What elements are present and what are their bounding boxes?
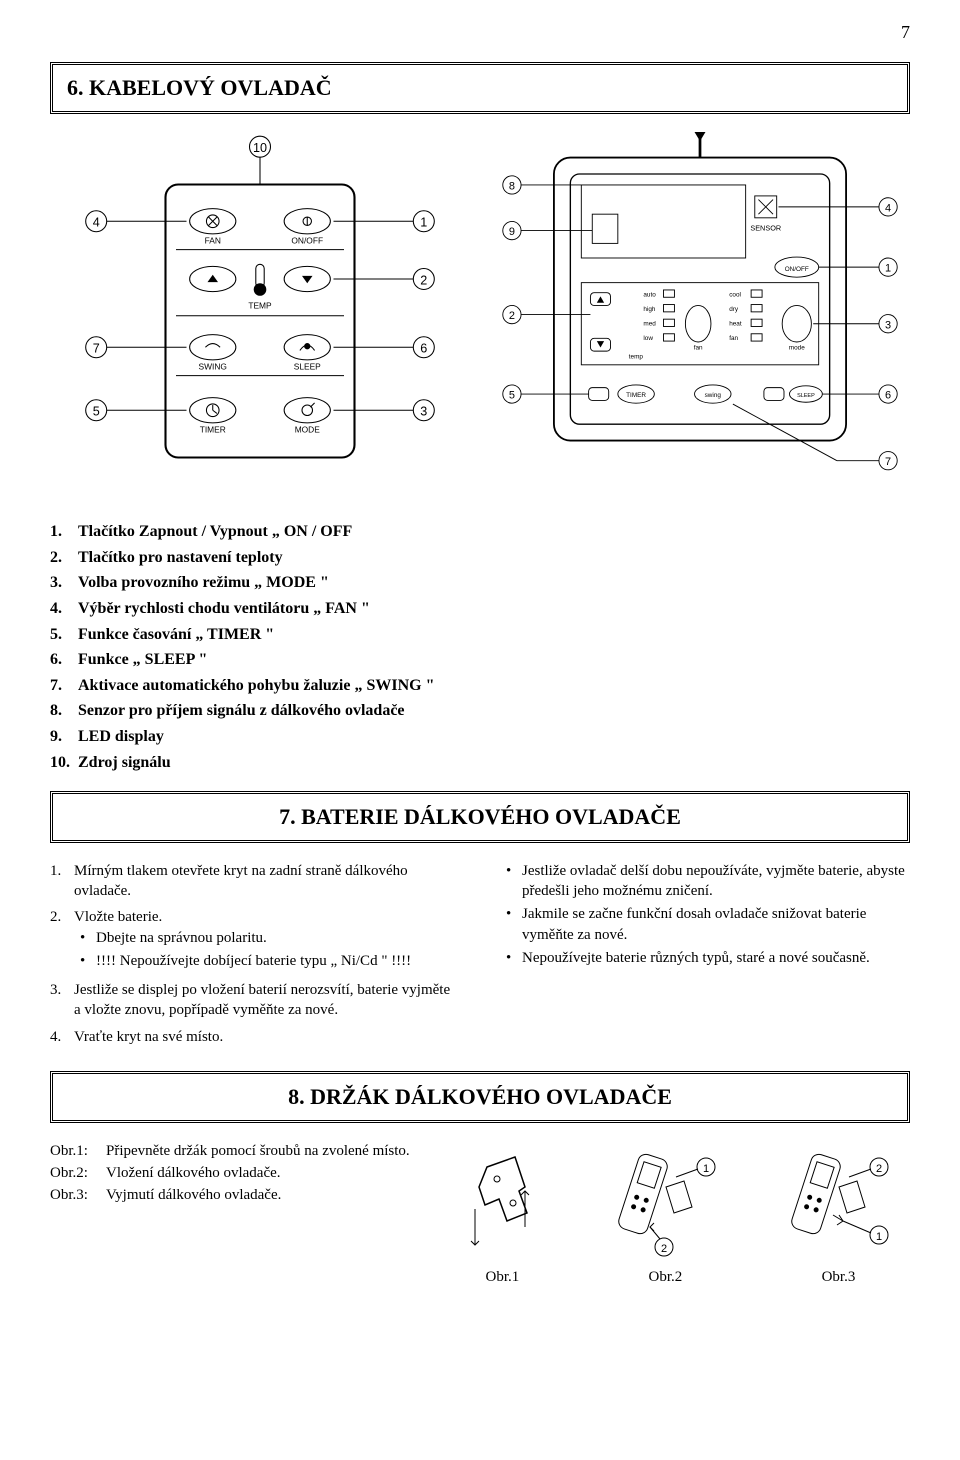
svg-text:TEMP: TEMP <box>248 300 272 310</box>
obr-item: Obr.1:Připevněte držák pomocí šroubů na … <box>50 1141 411 1161</box>
svg-text:5: 5 <box>93 404 100 418</box>
section-7-header: 7. BATERIE DÁLKOVÉHO OVLADAČE <box>50 791 910 843</box>
svg-text:TIMER: TIMER <box>626 392 646 399</box>
callout-10: 10 <box>253 141 267 155</box>
svg-text:ON/OFF: ON/OFF <box>785 266 809 273</box>
svg-text:MODE: MODE <box>295 424 321 434</box>
svg-text:med: med <box>643 321 656 328</box>
svg-text:FAN: FAN <box>205 235 221 245</box>
svg-text:8: 8 <box>509 181 515 193</box>
list-item: 1.Mírným tlakem otevřete kryt na zadní s… <box>50 861 460 902</box>
section7-right: Jestliže ovladač delší dobu nepoužíváte,… <box>500 861 910 1053</box>
list-item: 6.Funkce „ SLEEP " <box>50 649 910 671</box>
section7-columns: 1.Mírným tlakem otevřete kryt na zadní s… <box>50 861 910 1053</box>
section8-text: Obr.1:Připevněte držák pomocí šroubů na … <box>50 1141 411 1208</box>
list-item: 2.Tlačítko pro nastavení teploty <box>50 547 910 569</box>
obr1-caption: Obr.1 <box>457 1267 547 1287</box>
svg-text:heat: heat <box>729 321 742 328</box>
svg-text:auto: auto <box>643 291 656 298</box>
svg-text:2: 2 <box>420 273 427 287</box>
bullet-item: Dbejte na správnou polaritu. <box>96 928 411 948</box>
section-6-header: 6. KABELOVÝ OVLADAČ <box>50 62 910 114</box>
list-item: 8.Senzor pro příjem signálu z dálkového … <box>50 700 910 722</box>
obr2-caption: Obr.2 <box>610 1267 720 1287</box>
remote-diagram-svg: 10 FAN ON/OFF TEMP <box>50 132 470 489</box>
bullet-item: Jakmile se začne funkční dosah ovladače … <box>522 904 910 945</box>
svg-text:2: 2 <box>509 310 515 322</box>
svg-text:SLEEP: SLEEP <box>294 361 321 371</box>
diagram-right: SENSOR ON/OFF auto high med low temp fan… <box>490 132 910 497</box>
svg-text:2: 2 <box>661 1243 667 1255</box>
obr1: Obr.1 <box>457 1147 547 1288</box>
obr3-caption: Obr.3 <box>783 1267 893 1287</box>
list-item: 2.Vložte baterie.Dbejte na správnou pola… <box>50 907 460 974</box>
svg-text:9: 9 <box>509 226 515 238</box>
svg-text:1: 1 <box>885 263 891 275</box>
svg-text:1: 1 <box>420 215 427 229</box>
list-item: 10.Zdroj signálu <box>50 752 910 774</box>
diagram-left: 10 FAN ON/OFF TEMP <box>50 132 470 489</box>
svg-text:7: 7 <box>93 341 100 355</box>
svg-text:SWING: SWING <box>199 361 227 371</box>
page-number: 7 <box>50 20 910 44</box>
svg-text:SENSOR: SENSOR <box>750 224 781 233</box>
svg-text:1: 1 <box>703 1163 709 1175</box>
section-8-header: 8. DRŽÁK DÁLKOVÉHO OVLADAČE <box>50 1071 910 1123</box>
svg-text:temp: temp <box>629 353 644 360</box>
svg-text:cool: cool <box>729 291 741 298</box>
svg-text:TIMER: TIMER <box>200 424 226 434</box>
bullet-item: Jestliže ovladač delší dobu nepoužíváte,… <box>522 861 910 902</box>
obr2: 1 2 Obr.2 <box>610 1147 720 1288</box>
list-item: 4.Výběr rychlosti chodu ventilátoru „ FA… <box>50 598 910 620</box>
diagrams-row: 10 FAN ON/OFF TEMP <box>50 132 910 497</box>
svg-text:fan: fan <box>694 344 703 351</box>
svg-text:2: 2 <box>876 1163 882 1175</box>
svg-text:mode: mode <box>789 344 805 351</box>
svg-text:high: high <box>643 306 656 313</box>
obr3: 2 1 Obr.3 <box>783 1147 893 1288</box>
svg-text:3: 3 <box>420 404 427 418</box>
list-item: 7.Aktivace automatického pohybu žaluzie … <box>50 675 910 697</box>
bullet-item: Nepoužívejte baterie různých typů, staré… <box>522 948 910 968</box>
section8-images: Obr.1 1 2 <box>441 1141 910 1288</box>
section8-row: Obr.1:Připevněte držák pomocí šroubů na … <box>50 1141 910 1288</box>
svg-text:fan: fan <box>729 335 738 342</box>
svg-text:4: 4 <box>885 202 891 214</box>
svg-text:dry: dry <box>729 306 739 313</box>
list-item: 1.Tlačítko Zapnout / Vypnout „ ON / OFF <box>50 521 910 543</box>
list-item: 3.Volba provozního režimu „ MODE " <box>50 572 910 594</box>
section7-left: 1.Mírným tlakem otevřete kryt na zadní s… <box>50 861 460 1053</box>
panel-diagram-svg: SENSOR ON/OFF auto high med low temp fan… <box>490 132 910 497</box>
obr-item: Obr.2:Vložení dálkového ovladače. <box>50 1163 411 1183</box>
svg-text:6: 6 <box>885 390 891 402</box>
svg-text:6: 6 <box>420 341 427 355</box>
svg-text:ON/OFF: ON/OFF <box>291 235 323 245</box>
bullet-item: !!!! Nepoužívejte dobíjecí baterie typu … <box>96 951 411 971</box>
svg-text:SLEEP: SLEEP <box>797 393 815 399</box>
list-item: 9.LED display <box>50 726 910 748</box>
svg-text:1: 1 <box>876 1231 882 1243</box>
svg-text:4: 4 <box>93 215 100 229</box>
svg-text:low: low <box>643 335 653 342</box>
list-item: 4.Vraťte kryt na své místo. <box>50 1027 460 1047</box>
svg-text:swing: swing <box>705 392 722 399</box>
svg-text:5: 5 <box>509 390 515 402</box>
list-item: 3.Jestliže se displej po vložení baterií… <box>50 980 460 1021</box>
list-item: 5.Funkce časování „ TIMER " <box>50 624 910 646</box>
section6-list: 1.Tlačítko Zapnout / Vypnout „ ON / OFF 2… <box>50 521 910 773</box>
svg-text:7: 7 <box>885 456 891 468</box>
svg-text:3: 3 <box>885 319 891 331</box>
obr-item: Obr.3:Vyjmutí dálkového ovladače. <box>50 1185 411 1205</box>
